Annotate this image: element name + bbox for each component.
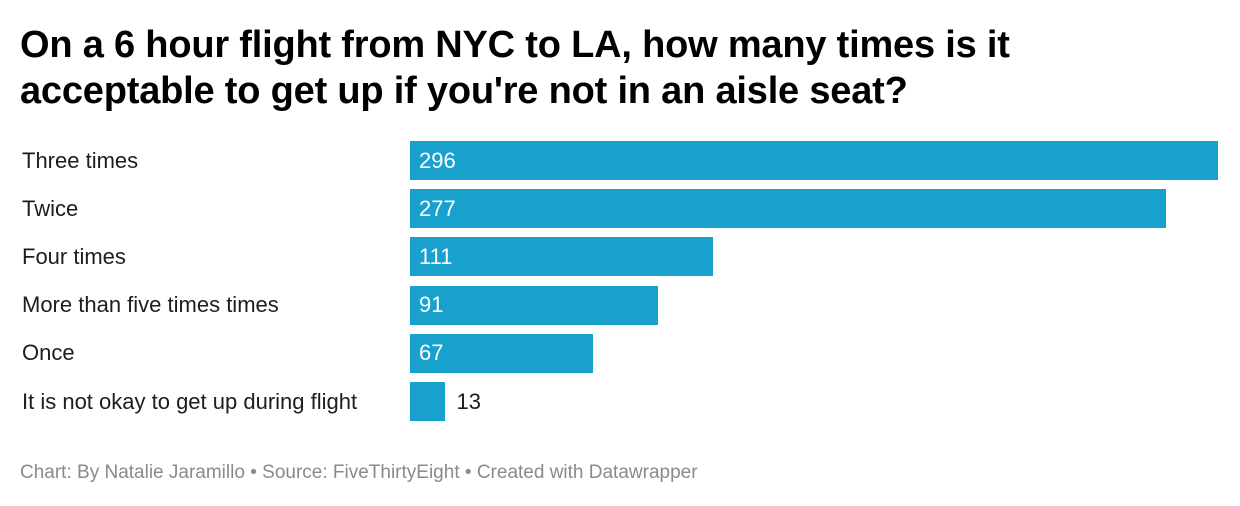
category-label: It is not okay to get up during flight [22, 388, 358, 414]
category-label: More than five times times [22, 292, 279, 318]
category-label: Three times [22, 147, 139, 173]
bar [410, 237, 713, 277]
data-label: 13 [456, 388, 481, 414]
bar [410, 189, 1167, 229]
chart-credit: Chart: By Natalie Jaramillo [20, 462, 245, 483]
bar [410, 382, 446, 421]
chart-footer: Chart: By Natalie Jaramillo • Source: Fi… [20, 461, 698, 485]
category-label: Four times [22, 243, 126, 269]
bar [410, 285, 659, 325]
chart-source: Source: FiveThirtyEight [262, 462, 460, 483]
footer-separator: • [250, 462, 257, 483]
data-label: 111 [419, 243, 453, 269]
data-label: 91 [419, 292, 444, 318]
footer-separator: • [464, 462, 472, 483]
data-label: 296 [419, 147, 456, 173]
bar [410, 141, 1218, 180]
created-with: Created with Datawrapper [476, 462, 698, 483]
data-label: 67 [419, 340, 444, 366]
chart-title: On a 6 hour flight from NYC to LA, how m… [20, 24, 1010, 112]
category-label: Once [22, 340, 75, 366]
data-label: 277 [419, 195, 456, 221]
category-label: Twice [22, 195, 79, 221]
bar [410, 333, 593, 373]
